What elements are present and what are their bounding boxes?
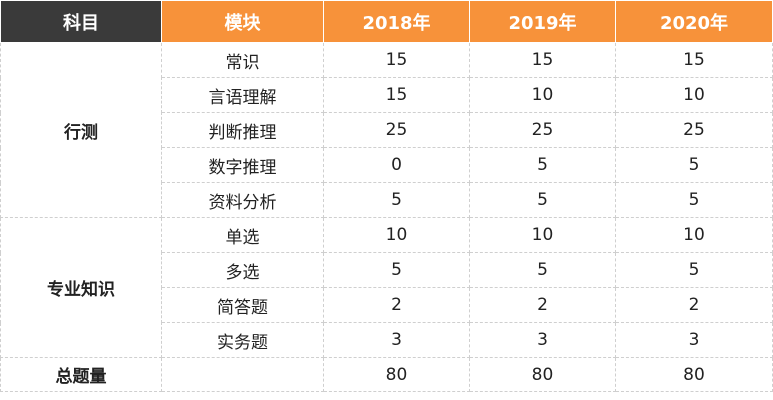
value-cell-2020: 10 [615, 217, 773, 253]
value-cell-2019: 5 [469, 147, 616, 183]
value-cell-2020: 2 [615, 287, 773, 323]
value-cell-2019: 10 [469, 77, 616, 113]
value-cell-2020: 5 [615, 147, 773, 183]
table-row: 判断推理 25 25 25 [1, 112, 773, 148]
module-cell: 言语理解 [161, 77, 324, 113]
value-cell-2018: 10 [323, 217, 470, 253]
total-label: 总题量 [0, 357, 162, 392]
module-cell: 判断推理 [161, 112, 324, 148]
table-row: 数字推理 0 5 5 [1, 147, 773, 183]
table-row: 言语理解 15 10 10 [1, 77, 773, 113]
module-cell: 单选 [161, 217, 324, 253]
total-module-cell [161, 357, 324, 392]
header-subject: 科目 [0, 0, 162, 43]
value-cell-2019: 2 [469, 287, 616, 323]
value-cell-2019: 25 [469, 112, 616, 148]
module-cell: 常识 [161, 42, 324, 78]
header-2019: 2019年 [469, 0, 616, 43]
value-cell-2018: 25 [323, 112, 470, 148]
value-cell-2019: 5 [469, 182, 616, 218]
header-row: 科目 模块 2018年 2019年 2020年 [0, 0, 773, 43]
value-cell-2019: 10 [469, 217, 616, 253]
module-cell: 多选 [161, 252, 324, 288]
total-row: 总题量 80 80 80 [0, 357, 773, 392]
value-cell-2018: 15 [323, 77, 470, 113]
subject-cell: 专业知识 [0, 217, 162, 358]
subject-cell: 行测 [0, 42, 162, 218]
value-cell-2020: 25 [615, 112, 773, 148]
value-cell-2018: 3 [323, 322, 470, 358]
module-cell: 数字推理 [161, 147, 324, 183]
module-cell: 实务题 [161, 322, 324, 358]
value-cell-2018: 0 [323, 147, 470, 183]
table-row: 专业知识 单选 10 10 10 [0, 217, 773, 358]
value-cell-2020: 15 [615, 42, 773, 78]
header-2018: 2018年 [323, 0, 470, 43]
total-2019: 80 [469, 357, 616, 392]
value-cell-2019: 15 [469, 42, 616, 78]
value-cell-2018: 5 [323, 182, 470, 218]
value-cell-2020: 10 [615, 77, 773, 113]
total-2020: 80 [615, 357, 773, 392]
total-2018: 80 [323, 357, 470, 392]
value-cell-2020: 3 [615, 322, 773, 358]
table-row: 实务题 3 3 3 [1, 322, 773, 358]
value-cell-2020: 5 [615, 252, 773, 288]
value-cell-2020: 5 [615, 182, 773, 218]
value-cell-2018: 5 [323, 252, 470, 288]
header-2020: 2020年 [615, 0, 773, 43]
value-cell-2019: 5 [469, 252, 616, 288]
table-row: 行测 常识 15 15 15 [0, 42, 773, 218]
header-module: 模块 [161, 0, 324, 43]
module-cell: 简答题 [161, 287, 324, 323]
value-cell-2019: 3 [469, 322, 616, 358]
value-cell-2018: 15 [323, 42, 470, 78]
value-cell-2018: 2 [323, 287, 470, 323]
module-cell: 资料分析 [161, 182, 324, 218]
